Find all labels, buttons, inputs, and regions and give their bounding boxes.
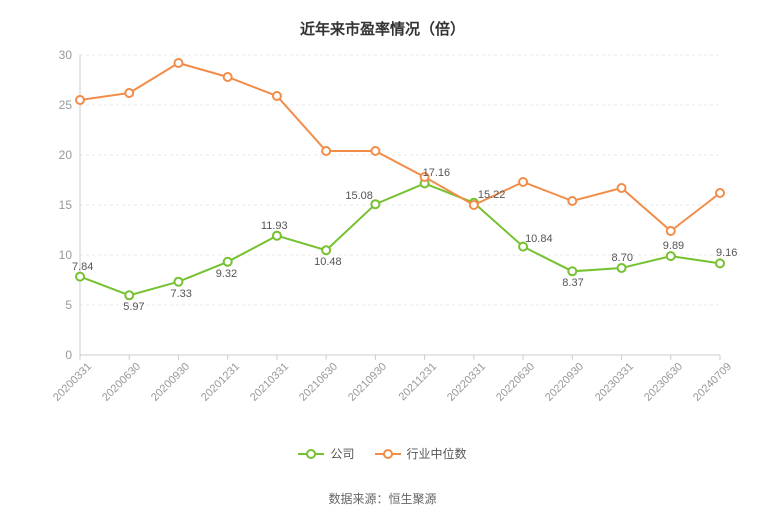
- y-tick-label: 30: [59, 48, 80, 62]
- legend-swatch-icon: [375, 447, 401, 461]
- y-tick-label: 15: [59, 198, 80, 212]
- plot-area: 0510152025302020033120200630202009302020…: [80, 55, 720, 355]
- x-tick-label: 20220930: [538, 355, 587, 404]
- x-tick-label: 20230331: [587, 355, 636, 404]
- point-label: 15.22: [478, 189, 506, 201]
- y-tick-label: 5: [65, 298, 80, 312]
- legend-swatch-icon: [298, 447, 324, 461]
- legend: 公司 行业中位数: [0, 445, 765, 464]
- point-label: 7.33: [170, 288, 191, 300]
- point-label: 11.93: [261, 220, 288, 232]
- point-label: 10.48: [314, 256, 342, 268]
- legend-label: 行业中位数: [407, 445, 467, 462]
- legend-label: 公司: [330, 445, 354, 462]
- point-label: 17.16: [423, 167, 451, 179]
- source-value: 恒生聚源: [389, 492, 437, 506]
- point-label: 9.32: [216, 268, 237, 280]
- plot-svg: [80, 55, 720, 355]
- point-label: 5.97: [123, 301, 144, 313]
- x-tick-label: 20200930: [144, 355, 193, 404]
- x-tick-label: 20230630: [636, 355, 685, 404]
- x-tick-label: 20220630: [488, 355, 537, 404]
- y-tick-label: 20: [59, 148, 80, 162]
- x-tick-label: 20240709: [685, 355, 734, 404]
- y-tick-label: 25: [59, 98, 80, 112]
- point-label: 9.16: [716, 247, 737, 259]
- point-label: 8.37: [562, 277, 583, 289]
- legend-item: 公司: [298, 445, 354, 462]
- point-label: 9.89: [663, 240, 684, 252]
- source-prefix: 数据来源：: [328, 492, 388, 506]
- point-label: 10.84: [525, 233, 553, 245]
- point-label: 15.08: [345, 190, 373, 202]
- x-tick-label: 20210331: [242, 355, 291, 404]
- point-label: 7.84: [72, 261, 93, 273]
- x-tick-label: 20220331: [439, 355, 488, 404]
- x-tick-label: 20200331: [45, 355, 94, 404]
- point-label: 8.70: [612, 252, 633, 264]
- data-source: 数据来源：恒生聚源: [0, 490, 765, 507]
- x-tick-label: 20201231: [193, 355, 242, 404]
- x-tick-label: 20200630: [95, 355, 144, 404]
- chart-title: 近年来市盈率情况（倍）: [0, 0, 765, 39]
- pe-ratio-chart: 近年来市盈率情况（倍） 0510152025302020033120200630…: [0, 0, 765, 517]
- x-tick-label: 20210930: [341, 355, 390, 404]
- x-tick-label: 20211231: [391, 355, 439, 403]
- legend-item: 行业中位数: [375, 445, 467, 462]
- x-tick-label: 20210630: [292, 355, 341, 404]
